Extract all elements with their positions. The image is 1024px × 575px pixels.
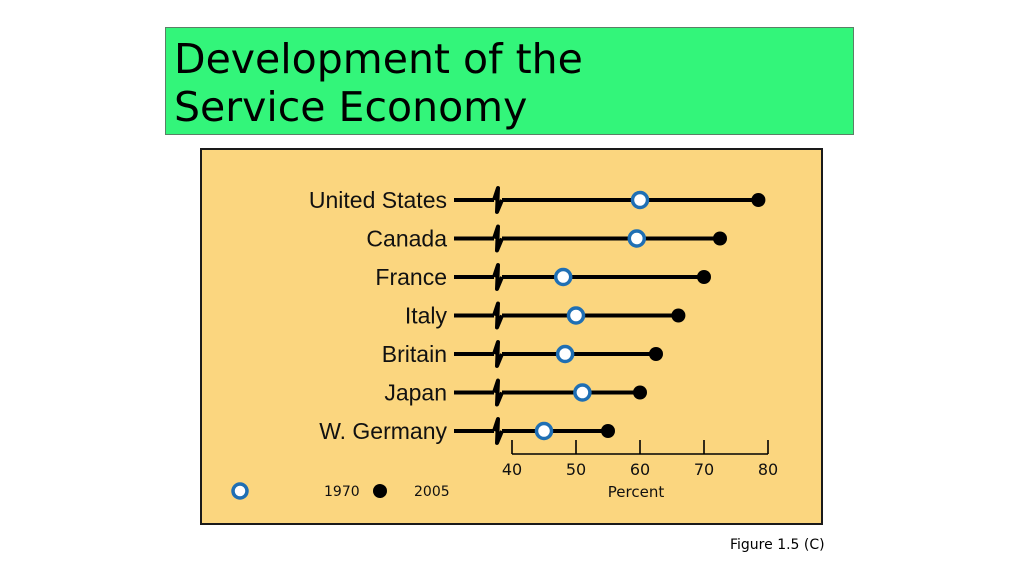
marker-1970	[555, 344, 575, 364]
category-label: Canada	[366, 226, 447, 252]
axis-break-squiggle	[492, 224, 504, 253]
legend-marker-1970	[231, 482, 249, 500]
x-tick-label: 50	[566, 460, 586, 479]
marker-2005	[633, 385, 647, 400]
axis-break-squiggle	[492, 340, 504, 368]
marker-2005	[713, 231, 727, 246]
dumbbell-chart: United States Canada France Italy Britain Jap…	[231, 186, 778, 501]
marker-1970	[566, 306, 586, 325]
x-tick-label: 70	[694, 460, 714, 479]
marker-2005	[649, 347, 663, 361]
marker-1970	[534, 421, 554, 441]
title-box: Development of the Service Economy	[165, 27, 854, 135]
title-line-1: Development of the	[174, 35, 583, 83]
category-label: W. Germany	[319, 418, 447, 444]
category-label: Japan	[384, 380, 447, 406]
legend-label-2005: 2005	[414, 484, 450, 500]
x-tick-label: 60	[630, 460, 650, 479]
marker-2005	[751, 193, 766, 207]
axis-break-squiggle	[492, 378, 504, 407]
axis-break-squiggle	[492, 301, 504, 330]
marker-2005	[671, 308, 686, 323]
title-line-2: Service Economy	[174, 83, 528, 131]
chart-panel: United States Canada France Italy Britain Jap…	[200, 148, 823, 525]
marker-2005	[697, 270, 711, 284]
legend-label-1970: 1970	[324, 484, 360, 500]
marker-2005	[601, 424, 615, 438]
x-tick-label: 40	[502, 460, 522, 479]
axis-break-squiggle	[492, 186, 504, 214]
category-label: Italy	[405, 303, 448, 329]
figure-caption: Figure 1.5 (C)	[730, 537, 825, 553]
axis-break-squiggle	[492, 263, 504, 291]
axis-break-squiggle	[492, 417, 504, 445]
category-label: France	[375, 264, 447, 290]
marker-1970	[573, 383, 592, 402]
x-axis-label: Percent	[608, 483, 665, 501]
marker-1970	[627, 229, 647, 248]
marker-1970	[553, 267, 573, 287]
marker-1970	[630, 190, 650, 210]
category-label: Britain	[382, 341, 447, 367]
category-label: United States	[309, 187, 447, 213]
x-tick-label: 80	[758, 460, 778, 479]
legend-marker-2005	[373, 484, 387, 498]
